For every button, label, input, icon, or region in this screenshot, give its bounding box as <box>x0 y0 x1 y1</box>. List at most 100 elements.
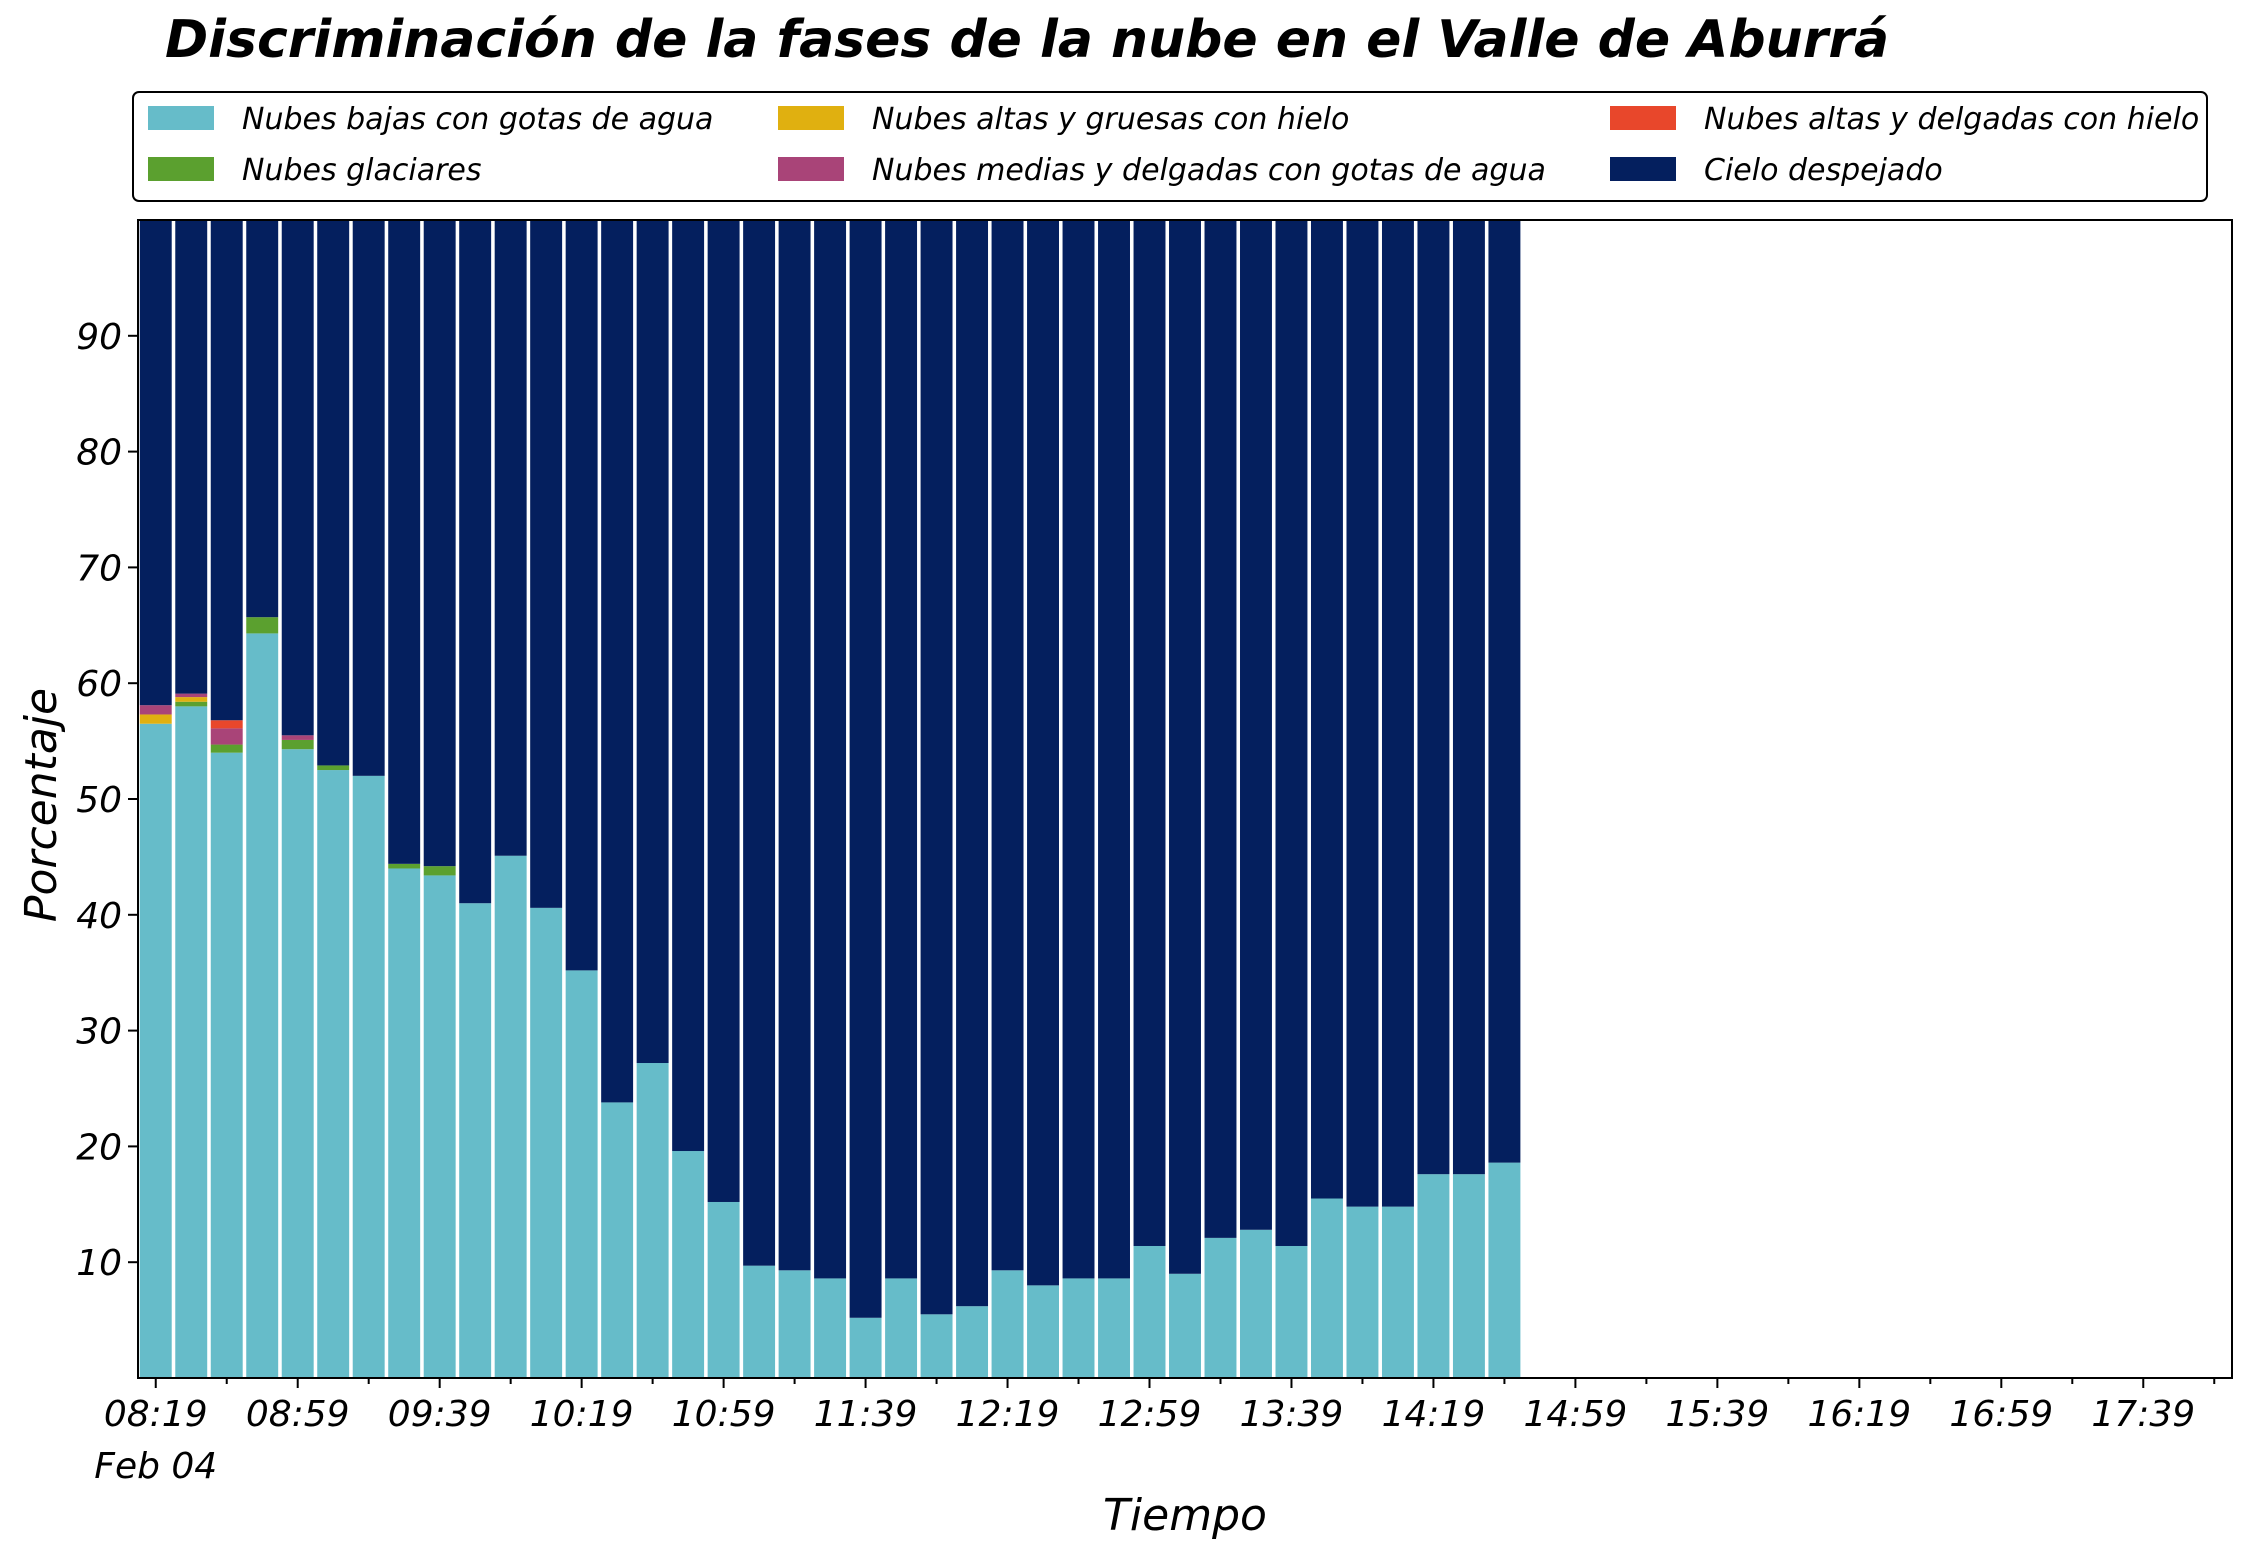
x-tick-date-label: Feb 04 <box>94 1446 217 1487</box>
bar-segment <box>778 220 811 1271</box>
bar-segment <box>139 220 172 706</box>
bar-segment <box>423 866 456 876</box>
bar-segment <box>459 220 492 904</box>
x-axis-label: Tiempo <box>1103 1490 1267 1541</box>
bar-segment <box>743 220 776 1266</box>
x-tick-label: 15:39 <box>1665 1394 1769 1435</box>
bar-segment <box>210 720 243 729</box>
bar-segment <box>1204 220 1237 1238</box>
bar-segment <box>1098 1278 1130 1378</box>
bar-segment <box>1346 1206 1379 1378</box>
bar-segment <box>175 697 208 702</box>
bar-segment <box>707 220 740 1202</box>
bar-segment <box>1452 1174 1485 1378</box>
plot-area: 10 20 30 40 50 60 70 80 90 08:19 08:59 09:39 10:19 1… <box>76 219 2233 1487</box>
y-tick-label: 40 <box>76 896 122 937</box>
bar-segment <box>743 1265 776 1378</box>
legend-swatch <box>1610 157 1676 181</box>
bar-segment <box>175 701 208 707</box>
y-tick-label: 70 <box>76 548 122 589</box>
bar-segment <box>1027 1285 1059 1378</box>
bar-segment <box>565 970 598 1378</box>
bar-segment <box>1240 220 1272 1230</box>
bar-segment <box>139 714 172 724</box>
x-tick-label: 08:19 <box>104 1394 208 1435</box>
bar-segment <box>388 863 421 869</box>
chart-title: Discriminación de la fases de la nube en… <box>165 10 1889 70</box>
bar-segment <box>849 220 882 1318</box>
bar-segment <box>1417 220 1450 1175</box>
x-tick-label: 14:59 <box>1524 1394 1628 1435</box>
bar-segment <box>1275 220 1308 1246</box>
bar-segment <box>920 220 953 1315</box>
bar-segment <box>281 739 314 750</box>
bar-segment <box>707 1201 740 1378</box>
bar-segment <box>352 775 385 1378</box>
bar-segment <box>991 1270 1024 1378</box>
y-tick-label: 90 <box>76 317 122 358</box>
x-tick-label: 10:19 <box>530 1394 634 1435</box>
bar-segment <box>1098 220 1130 1279</box>
bar-segment <box>1275 1245 1308 1378</box>
x-tick-label: 14:19 <box>1382 1394 1486 1435</box>
bar-segment <box>210 728 243 745</box>
bar-segment <box>317 770 350 1378</box>
bar-segment <box>1488 220 1521 1163</box>
x-tick-label: 08:59 <box>246 1394 350 1435</box>
bar-segment <box>1027 220 1059 1286</box>
x-tick-label: 12:19 <box>956 1394 1060 1435</box>
bar-segment <box>423 220 456 867</box>
bar-segment <box>281 749 314 1378</box>
bar-segment <box>1346 220 1379 1207</box>
bar-segment <box>1240 1229 1272 1378</box>
bar-segment <box>281 220 314 736</box>
bar-segment <box>530 220 563 908</box>
bar-segment <box>494 855 527 1378</box>
bar-segment <box>210 220 243 721</box>
legend: Nubes bajas con gotas de agua Nubes glaci… <box>132 91 2208 202</box>
x-tick-label: 16:59 <box>1949 1394 2053 1435</box>
bar-segment <box>1062 220 1095 1279</box>
bar-segment <box>175 706 208 1378</box>
legend-swatch <box>148 106 214 130</box>
bar-segment <box>281 735 314 740</box>
bar-segment <box>494 220 527 856</box>
bar-segment <box>388 220 421 864</box>
bar-segment <box>175 693 208 698</box>
bar-segment <box>1452 220 1485 1175</box>
bar-segment <box>1204 1237 1237 1378</box>
legend-frame <box>132 91 2208 202</box>
bar-segment <box>1381 1206 1414 1378</box>
bar-segment <box>885 1278 918 1378</box>
bars <box>139 220 1521 1378</box>
bar-segment <box>1417 1174 1450 1378</box>
bar-segment <box>210 752 243 1378</box>
legend-label: Nubes medias y delgadas con gotas de agu… <box>872 153 1546 188</box>
bar-segment <box>317 765 350 771</box>
x-tick-label: 17:39 <box>2091 1394 2195 1435</box>
y-tick-label: 80 <box>76 433 122 474</box>
bar-segment <box>246 220 279 618</box>
bar-segment <box>636 1063 669 1378</box>
y-tick-label: 20 <box>76 1127 122 1168</box>
x-tick-label: 10:59 <box>672 1394 776 1435</box>
bar-segment <box>778 1270 811 1378</box>
bar-segment <box>1310 1198 1343 1378</box>
bar-segment <box>956 1306 989 1378</box>
bar-segment <box>1169 1273 1201 1378</box>
bar-segment <box>920 1314 953 1378</box>
bar-segment <box>991 220 1024 1271</box>
y-tick-label: 50 <box>76 780 122 821</box>
bar-segment <box>388 868 421 1378</box>
bar-segment <box>1488 1162 1521 1378</box>
legend-swatch <box>778 157 844 181</box>
bar-segment <box>1310 220 1343 1199</box>
bar-segment <box>956 220 989 1307</box>
bar-segment <box>459 903 492 1378</box>
bar-segment <box>1062 1278 1095 1378</box>
legend-label: Nubes altas y gruesas con hielo <box>872 102 1349 137</box>
y-tick-label: 10 <box>76 1243 122 1284</box>
legend-swatch <box>1610 106 1676 130</box>
bar-segment <box>139 723 172 1378</box>
